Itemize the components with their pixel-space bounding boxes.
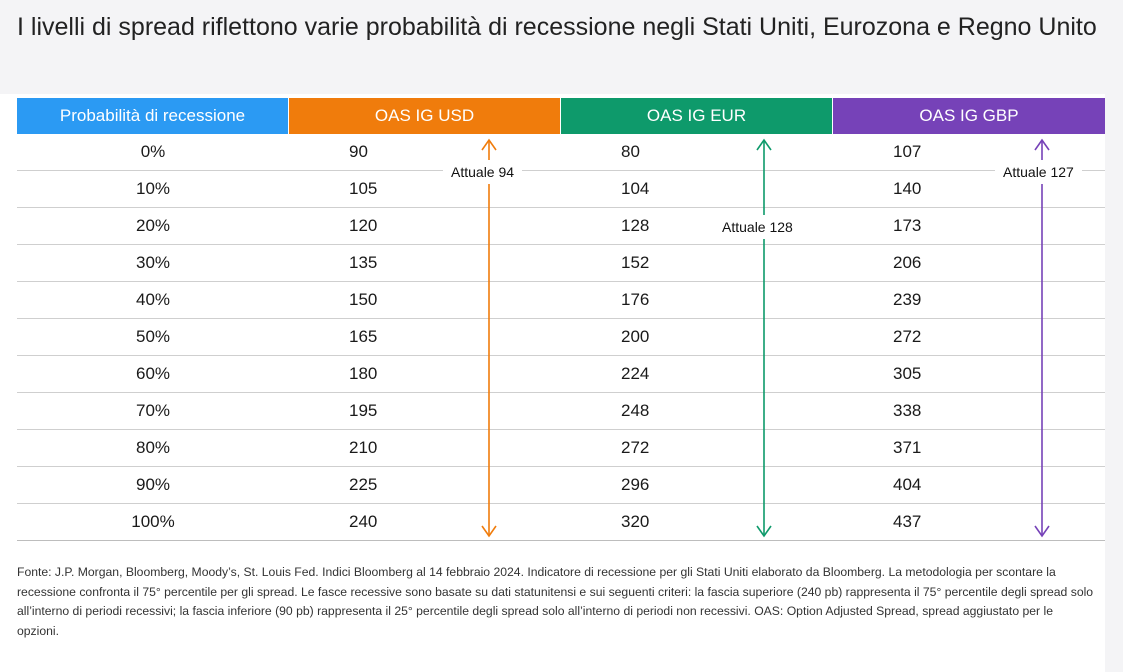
cell-probability: 100% (131, 512, 175, 531)
cell-oas-eur: 248 (621, 401, 650, 420)
cell-probability: 10% (135, 179, 171, 198)
cell-oas-gbp: 305 (893, 364, 922, 383)
table-row: 100% 240 320 437 (17, 504, 1105, 541)
cell-oas-usd: 225 (349, 475, 378, 494)
cell-oas-usd: 135 (349, 253, 378, 272)
cell-probability: 30% (135, 253, 171, 272)
cell-oas-eur: 176 (621, 290, 650, 309)
cell-oas-usd: 105 (349, 179, 378, 198)
chart-title: I livelli di spread riflettono varie pro… (17, 13, 1097, 41)
cell-oas-gbp: 173 (893, 216, 922, 235)
cell-oas-usd: 195 (349, 401, 378, 420)
table-row: 30% 135 152 206 (17, 245, 1105, 282)
cell-oas-gbp: 338 (893, 401, 922, 420)
cell-oas-gbp: 140 (893, 179, 922, 198)
cell-oas-usd: 150 (349, 290, 378, 309)
cell-probability: 70% (135, 401, 171, 420)
cell-oas-gbp: 371 (893, 438, 922, 457)
cell-oas-eur: 104 (621, 179, 650, 198)
cell-probability: 20% (135, 216, 171, 235)
gbp-current-badge: Attuale 127 (995, 160, 1082, 184)
cell-oas-eur: 152 (621, 253, 650, 272)
cell-probability: 40% (135, 290, 171, 309)
cell-oas-eur: 320 (621, 512, 650, 531)
table-row: 10% 105 104 140 (17, 171, 1105, 208)
cell-oas-usd: 210 (349, 438, 378, 457)
table-row: 90% 225 296 404 (17, 467, 1105, 504)
cell-oas-eur: 80 (621, 142, 640, 161)
table-body: 0% 90 80 107 10% 105 104 140 20% 120 128 173 30% 135 1… (17, 134, 1105, 541)
header-probability: Probabilità di recessione (17, 98, 289, 134)
cell-oas-eur: 296 (621, 475, 650, 494)
eur-current-badge: Attuale 128 (714, 215, 801, 239)
cell-oas-gbp: 404 (893, 475, 922, 494)
header-oas-gbp: OAS IG GBP (833, 98, 1105, 134)
cell-oas-gbp: 239 (893, 290, 922, 309)
cell-oas-eur: 224 (621, 364, 650, 383)
cell-oas-gbp: 437 (893, 512, 922, 531)
cell-oas-usd: 180 (349, 364, 378, 383)
table-row: 0% 90 80 107 (17, 134, 1105, 171)
source-footnote: Fonte: J.P. Morgan, Bloomberg, Moody’s, … (17, 565, 1094, 638)
cell-probability: 90% (135, 475, 171, 494)
cell-oas-gbp: 272 (893, 327, 922, 346)
table-row: 60% 180 224 305 (17, 356, 1105, 393)
cell-oas-usd: 240 (349, 512, 378, 531)
cell-oas-usd: 120 (349, 216, 378, 235)
table-row: 20% 120 128 173 (17, 208, 1105, 245)
cell-oas-gbp: 206 (893, 253, 922, 272)
cell-probability: 50% (135, 327, 171, 346)
cell-oas-usd: 90 (349, 142, 368, 161)
recession-spread-table: Probabilità di recessione OAS IG USD OAS… (17, 98, 1105, 541)
cell-oas-eur: 128 (621, 216, 650, 235)
cell-oas-eur: 200 (621, 327, 650, 346)
cell-oas-usd: 165 (349, 327, 378, 346)
table-row: 50% 165 200 272 (17, 319, 1105, 356)
table-panel (0, 94, 1105, 672)
table-row: 80% 210 272 371 (17, 430, 1105, 467)
cell-probability: 60% (135, 364, 171, 383)
cell-probability: 0% (140, 142, 166, 161)
table-row: 70% 195 248 338 (17, 393, 1105, 430)
cell-oas-eur: 272 (621, 438, 650, 457)
table-row: 40% 150 176 239 (17, 282, 1105, 319)
cell-probability: 80% (135, 438, 171, 457)
header-oas-usd: OAS IG USD (289, 98, 561, 134)
table-header-row: Probabilità di recessione OAS IG USD OAS… (17, 98, 1105, 134)
cell-oas-gbp: 107 (893, 142, 922, 161)
header-oas-eur: OAS IG EUR (561, 98, 833, 134)
usd-current-badge: Attuale 94 (443, 160, 523, 184)
